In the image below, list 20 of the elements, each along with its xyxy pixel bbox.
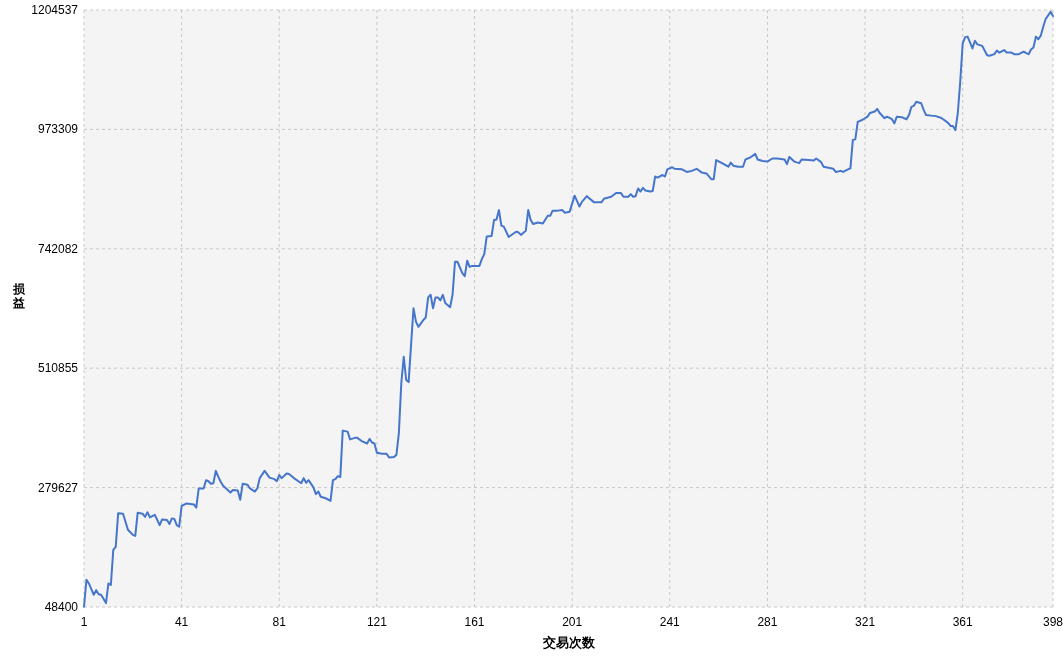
x-tick-label: 361 (952, 615, 974, 629)
x-tick-label: 321 (855, 615, 876, 629)
y-tick-label: 279627 (37, 480, 79, 495)
x-tick-label: 41 (174, 615, 189, 629)
x-tick-label: 1 (80, 615, 88, 629)
y-axis-title: 损益 (12, 282, 26, 310)
y-tick-label: 510855 (37, 361, 79, 376)
x-axis-title: 交易次数 (541, 635, 596, 650)
y-tick-label: 973309 (37, 122, 79, 137)
y-tick-label: 742082 (37, 241, 79, 256)
y-tick-label: 1204537 (31, 3, 79, 17)
y-tick-label: 48400 (44, 600, 79, 614)
x-tick-label: 201 (562, 615, 583, 629)
x-tick-label: 81 (272, 615, 287, 629)
x-tick-label: 398 (1042, 615, 1063, 629)
x-tick-label: 121 (366, 615, 388, 629)
x-tick-label: 241 (659, 615, 681, 629)
line-series (83, 10, 1054, 608)
x-tick-label: 281 (757, 615, 778, 629)
x-tick-label: 161 (464, 615, 485, 629)
